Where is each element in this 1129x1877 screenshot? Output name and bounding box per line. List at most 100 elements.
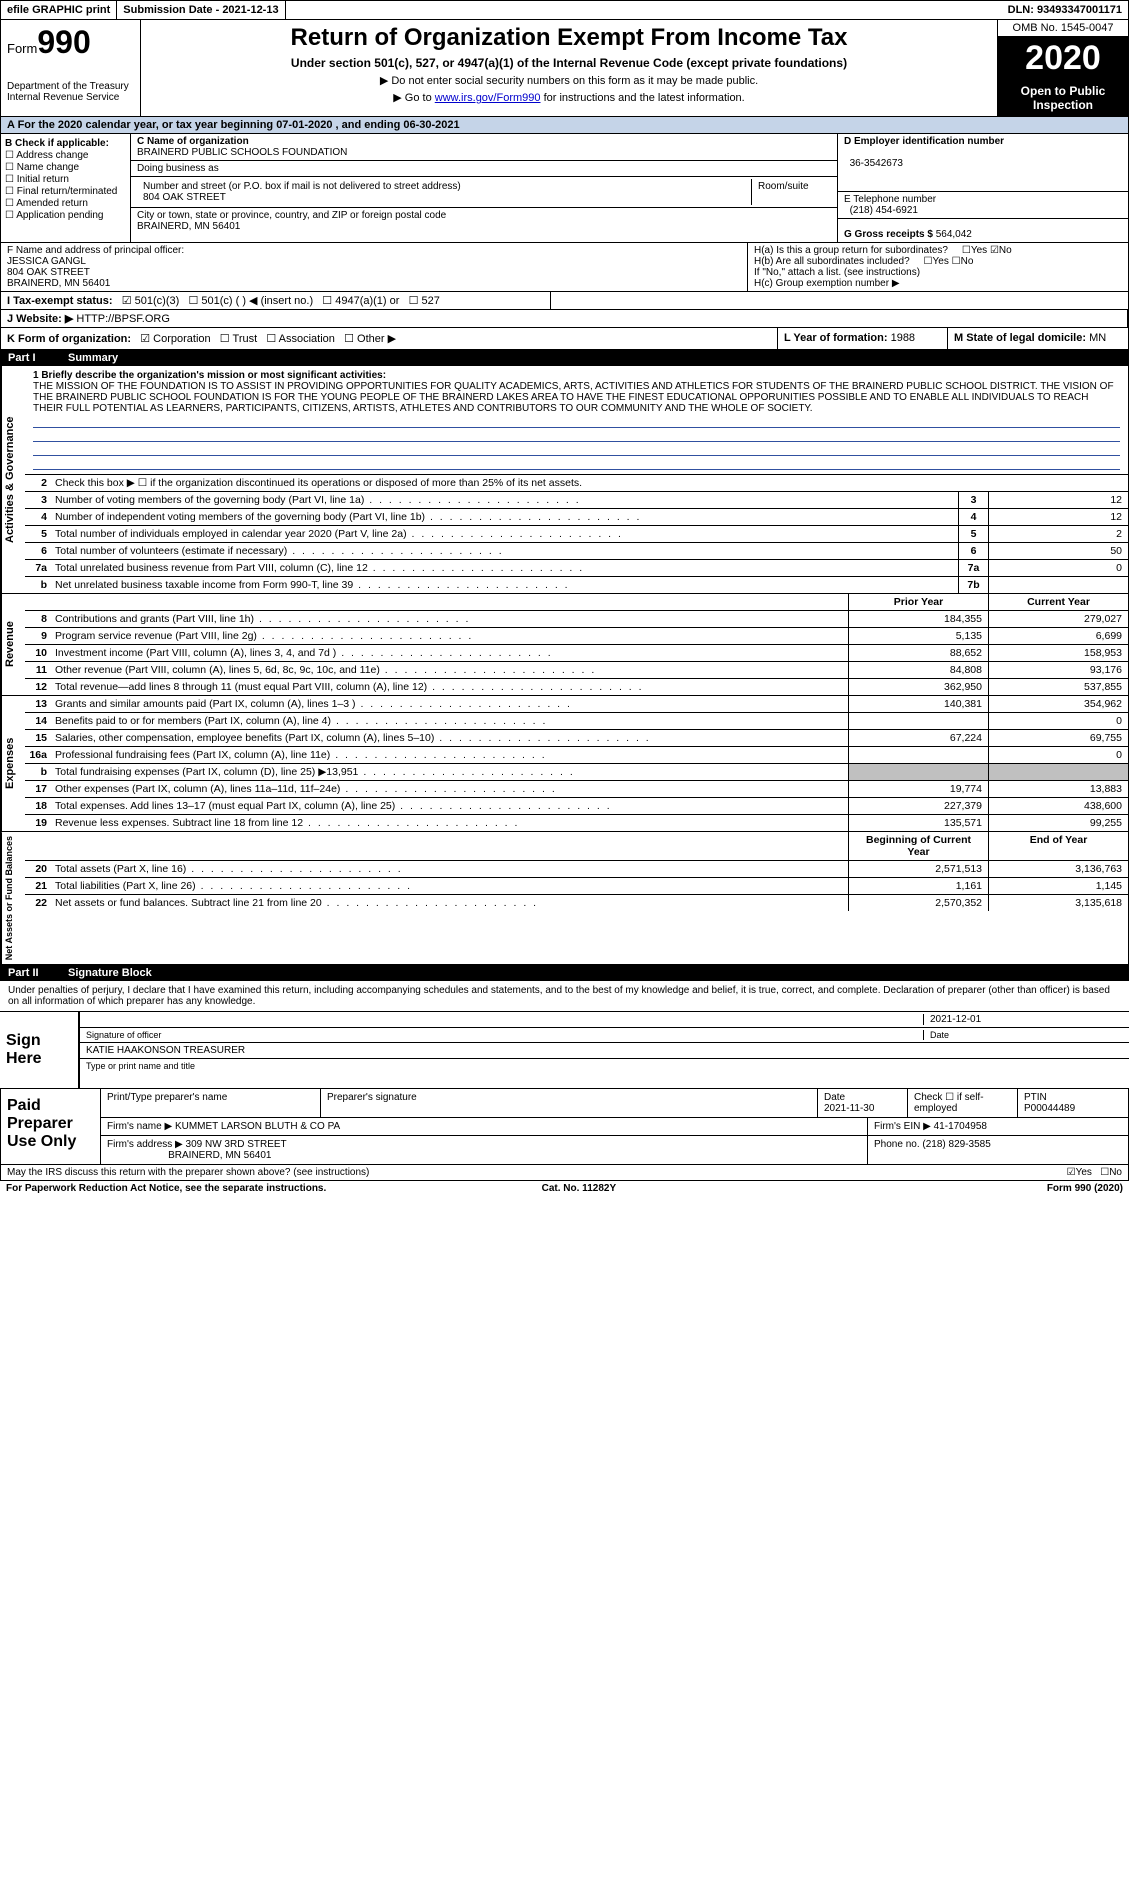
blank-line bbox=[33, 458, 1120, 470]
b-opt-1[interactable]: ☐ Name change bbox=[5, 162, 126, 173]
status-i: I Tax-exempt status: ☑ 501(c)(3) ☐ 501(c… bbox=[0, 292, 1129, 310]
b-opt-4[interactable]: ☐ Amended return bbox=[5, 198, 126, 209]
officer-addr1: 804 OAK STREET bbox=[7, 267, 90, 278]
m-lbl: M State of legal domicile: bbox=[954, 332, 1086, 344]
room-lbl: Room/suite bbox=[751, 179, 831, 205]
sign-here-label: Sign Here bbox=[0, 1012, 80, 1088]
blank-line bbox=[33, 444, 1120, 456]
b-opt-0[interactable]: ☐ Address change bbox=[5, 150, 126, 161]
net-tab: Net Assets or Fund Balances bbox=[1, 832, 25, 964]
net-col-headers: Beginning of Current Year End of Year bbox=[25, 832, 1128, 861]
prior-hdr: Prior Year bbox=[848, 594, 988, 610]
k-o3: Association bbox=[279, 333, 335, 345]
i-lbl: I Tax-exempt status: bbox=[7, 295, 113, 307]
phone-lbl: Phone no. bbox=[874, 1139, 920, 1150]
part1-num: Part I bbox=[8, 352, 68, 364]
sig-line1-lbl: Signature of officer Date bbox=[80, 1028, 1129, 1043]
i-o1: 501(c)(3) bbox=[135, 295, 180, 307]
firm-addr2: BRAINERD, MN 56401 bbox=[168, 1150, 271, 1161]
org-name-cell: C Name of organization BRAINERD PUBLIC S… bbox=[131, 134, 837, 161]
sig-name-lbl: Type or print name and title bbox=[86, 1061, 1123, 1071]
exp-tab: Expenses bbox=[1, 696, 25, 831]
f-lbl: F Name and address of principal officer: bbox=[7, 245, 184, 256]
net-current-hdr: End of Year bbox=[988, 832, 1128, 860]
prep-date: Date2021-11-30 bbox=[818, 1089, 908, 1117]
i-o3: 4947(a)(1) or bbox=[335, 295, 399, 307]
net-body: Beginning of Current Year End of Year 20… bbox=[25, 832, 1128, 964]
k-o1: Corporation bbox=[153, 333, 210, 345]
dln: DLN: 93493347001171 bbox=[1002, 1, 1128, 19]
entity-grid: B Check if applicable: ☐ Address change … bbox=[0, 134, 1129, 243]
firm-val: KUMMET LARSON BLUTH & CO PA bbox=[175, 1121, 340, 1132]
m-row: M State of legal domicile: MN bbox=[948, 328, 1128, 349]
firm-addr1: 309 NW 3RD STREET bbox=[186, 1139, 287, 1150]
gov-row: b Net unrelated business taxable income … bbox=[25, 577, 1128, 593]
pra-notice: For Paperwork Reduction Act Notice, see … bbox=[6, 1183, 326, 1194]
section-f: F Name and address of principal officer:… bbox=[1, 243, 748, 291]
prep-row1: Print/Type preparer's name Preparer's si… bbox=[101, 1089, 1128, 1118]
gov-body: 1 Briefly describe the organization's mi… bbox=[25, 366, 1128, 593]
officer-h-grid: F Name and address of principal officer:… bbox=[0, 243, 1129, 292]
form-label: Form bbox=[7, 41, 37, 56]
gov-tab: Activities & Governance bbox=[1, 366, 25, 593]
sig-fields: 2021-12-01 Signature of officer Date KAT… bbox=[80, 1012, 1129, 1088]
preparer-fields: Print/Type preparer's name Preparer's si… bbox=[101, 1089, 1128, 1164]
irs-link[interactable]: www.irs.gov/Form990 bbox=[435, 92, 541, 104]
prep-h2: Preparer's signature bbox=[321, 1089, 818, 1117]
b-opt-3[interactable]: ☐ Final return/terminated bbox=[5, 186, 126, 197]
discuss-ans: ☑Yes ☐No bbox=[1067, 1167, 1122, 1178]
addr-lbl: Number and street (or P.O. box if mail i… bbox=[143, 181, 461, 192]
part2-title: Signature Block bbox=[68, 967, 152, 979]
website-row: J Website: ▶ HTTP://BPSF.ORG bbox=[0, 310, 1129, 328]
tax-year: 2020 bbox=[998, 37, 1128, 80]
rev-tab: Revenue bbox=[1, 594, 25, 695]
e-lbl: E Telephone number bbox=[844, 194, 936, 205]
department: Department of the Treasury Internal Reve… bbox=[7, 81, 134, 103]
firm-lbl: Firm's name ▶ bbox=[107, 1121, 172, 1132]
gov-row: 5 Total number of individuals employed i… bbox=[25, 526, 1128, 543]
k-lbl: K Form of organization: bbox=[7, 333, 131, 345]
exp-row: 14 Benefits paid to or for members (Part… bbox=[25, 713, 1128, 730]
net-row: 21 Total liabilities (Part X, line 26) 1… bbox=[25, 878, 1128, 895]
i-o2: 501(c) ( ) ◀ (insert no.) bbox=[201, 295, 313, 307]
gov-row: 6 Total number of volunteers (estimate i… bbox=[25, 543, 1128, 560]
prep-row3: Firm's address ▶ 309 NW 3RD STREET BRAIN… bbox=[101, 1136, 1128, 1164]
dba-lbl: Doing business as bbox=[137, 163, 219, 174]
firm-ein: 41-1704958 bbox=[934, 1121, 987, 1132]
activities-governance: Activities & Governance 1 Briefly descri… bbox=[0, 366, 1129, 594]
exp-row: 13 Grants and similar amounts paid (Part… bbox=[25, 696, 1128, 713]
net-row: 22 Net assets or fund balances. Subtract… bbox=[25, 895, 1128, 911]
ein-lbl: Firm's EIN ▶ bbox=[874, 1121, 931, 1132]
inspection-label: Open to Public Inspection bbox=[998, 80, 1128, 116]
ssn-note: ▶ Do not enter social security numbers o… bbox=[147, 74, 991, 87]
h-c-right bbox=[551, 292, 1128, 309]
sig-name: KATIE HAAKONSON TREASURER bbox=[86, 1045, 1123, 1056]
h-a: H(a) Is this a group return for subordin… bbox=[754, 245, 1122, 256]
b-opt-2[interactable]: ☐ Initial return bbox=[5, 174, 126, 185]
gov-row: 7a Total unrelated business revenue from… bbox=[25, 560, 1128, 577]
gov-row: 4 Number of independent voting members o… bbox=[25, 509, 1128, 526]
k-l-m-row: K Form of organization: ☑ Corporation ☐ … bbox=[0, 328, 1129, 350]
b-opt-5[interactable]: ☐ Application pending bbox=[5, 210, 126, 221]
blank-line bbox=[33, 416, 1120, 428]
city-lbl: City or town, state or province, country… bbox=[137, 210, 446, 221]
preparer-block: Paid Preparer Use Only Print/Type prepar… bbox=[0, 1088, 1129, 1165]
form-footer: Form 990 (2020) bbox=[1047, 1183, 1123, 1194]
header: Form990 Department of the Treasury Inter… bbox=[0, 20, 1129, 117]
phone-cell: E Telephone number (218) 454-6921 bbox=[838, 192, 1128, 219]
receipts-cell: G Gross receipts $ 564,042 bbox=[838, 219, 1128, 242]
mission-text: THE MISSION OF THE FOUNDATION IS TO ASSI… bbox=[33, 381, 1114, 414]
firm-phone: (218) 829-3585 bbox=[922, 1139, 990, 1150]
j-row: J Website: ▶ HTTP://BPSF.ORG bbox=[1, 310, 1128, 327]
part2-num: Part II bbox=[8, 967, 68, 979]
sig-date: 2021-12-01 bbox=[923, 1014, 1123, 1025]
ein-cell: D Employer identification number 36-3542… bbox=[838, 134, 1128, 192]
rev-body: Prior Year Current Year 8 Contributions … bbox=[25, 594, 1128, 695]
form-subtitle: Under section 501(c), 527, or 4947(a)(1)… bbox=[147, 56, 991, 70]
rev-row: 11 Other revenue (Part VIII, column (A),… bbox=[25, 662, 1128, 679]
note2-post: for instructions and the latest informat… bbox=[541, 92, 745, 104]
l2-desc: Check this box ▶ ☐ if the organization d… bbox=[51, 475, 1128, 491]
exp-row: 16a Professional fundraising fees (Part … bbox=[25, 747, 1128, 764]
ein-val: 36-3542673 bbox=[850, 158, 903, 169]
l-lbl: L Year of formation: bbox=[784, 332, 888, 344]
